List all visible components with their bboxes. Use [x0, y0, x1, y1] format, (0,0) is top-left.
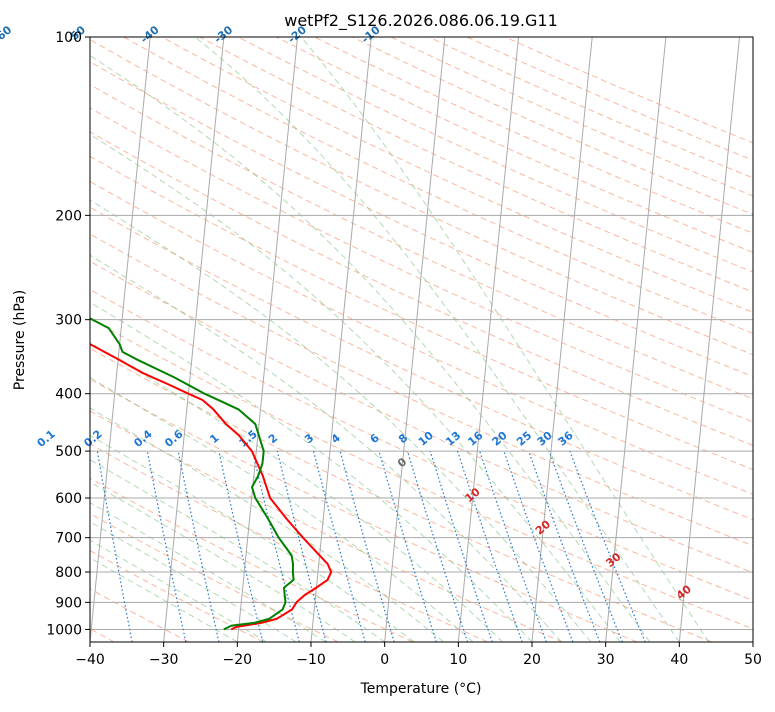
- y-axis-ticks: 100 200 300 400 500 600 700 800 900 1000: [46, 30, 90, 638]
- y-tick-label: 300: [55, 313, 82, 329]
- x-tick-label: −20: [223, 652, 253, 668]
- x-tick-label: 10: [449, 652, 467, 668]
- y-tick-label: 1000: [46, 622, 82, 638]
- y-tick-label: 800: [55, 565, 82, 581]
- x-tick-label: 0: [380, 652, 389, 668]
- x-axis-ticks: −40 −30 −20 −10 0 10 20 30 40 50: [75, 642, 762, 668]
- y-tick-label: 600: [55, 491, 82, 507]
- isotherm-label: -60: [0, 23, 15, 46]
- x-tick-label: 20: [523, 652, 541, 668]
- isotherm: [753, 37, 775, 642]
- x-tick-label: 30: [597, 652, 615, 668]
- x-tick-label: −10: [296, 652, 326, 668]
- x-tick-label: 40: [670, 652, 688, 668]
- chart-title: wetPf2_S126.2026.086.06.19.G11: [284, 11, 558, 31]
- x-tick-label: −40: [75, 652, 105, 668]
- y-tick-label: 400: [55, 387, 82, 403]
- y-tick-label: 500: [55, 444, 82, 460]
- isotherm: [0, 37, 3, 642]
- x-tick-label: 50: [744, 652, 762, 668]
- y-tick-label: 200: [55, 208, 82, 224]
- y-axis-label: Pressure (hPa): [12, 290, 28, 390]
- y-tick-label: 900: [55, 595, 82, 611]
- x-axis-label: Temperature (°C): [360, 681, 482, 697]
- y-tick-label: 100: [55, 30, 82, 46]
- x-tick-label: −30: [149, 652, 179, 668]
- y-tick-label: 700: [55, 531, 82, 547]
